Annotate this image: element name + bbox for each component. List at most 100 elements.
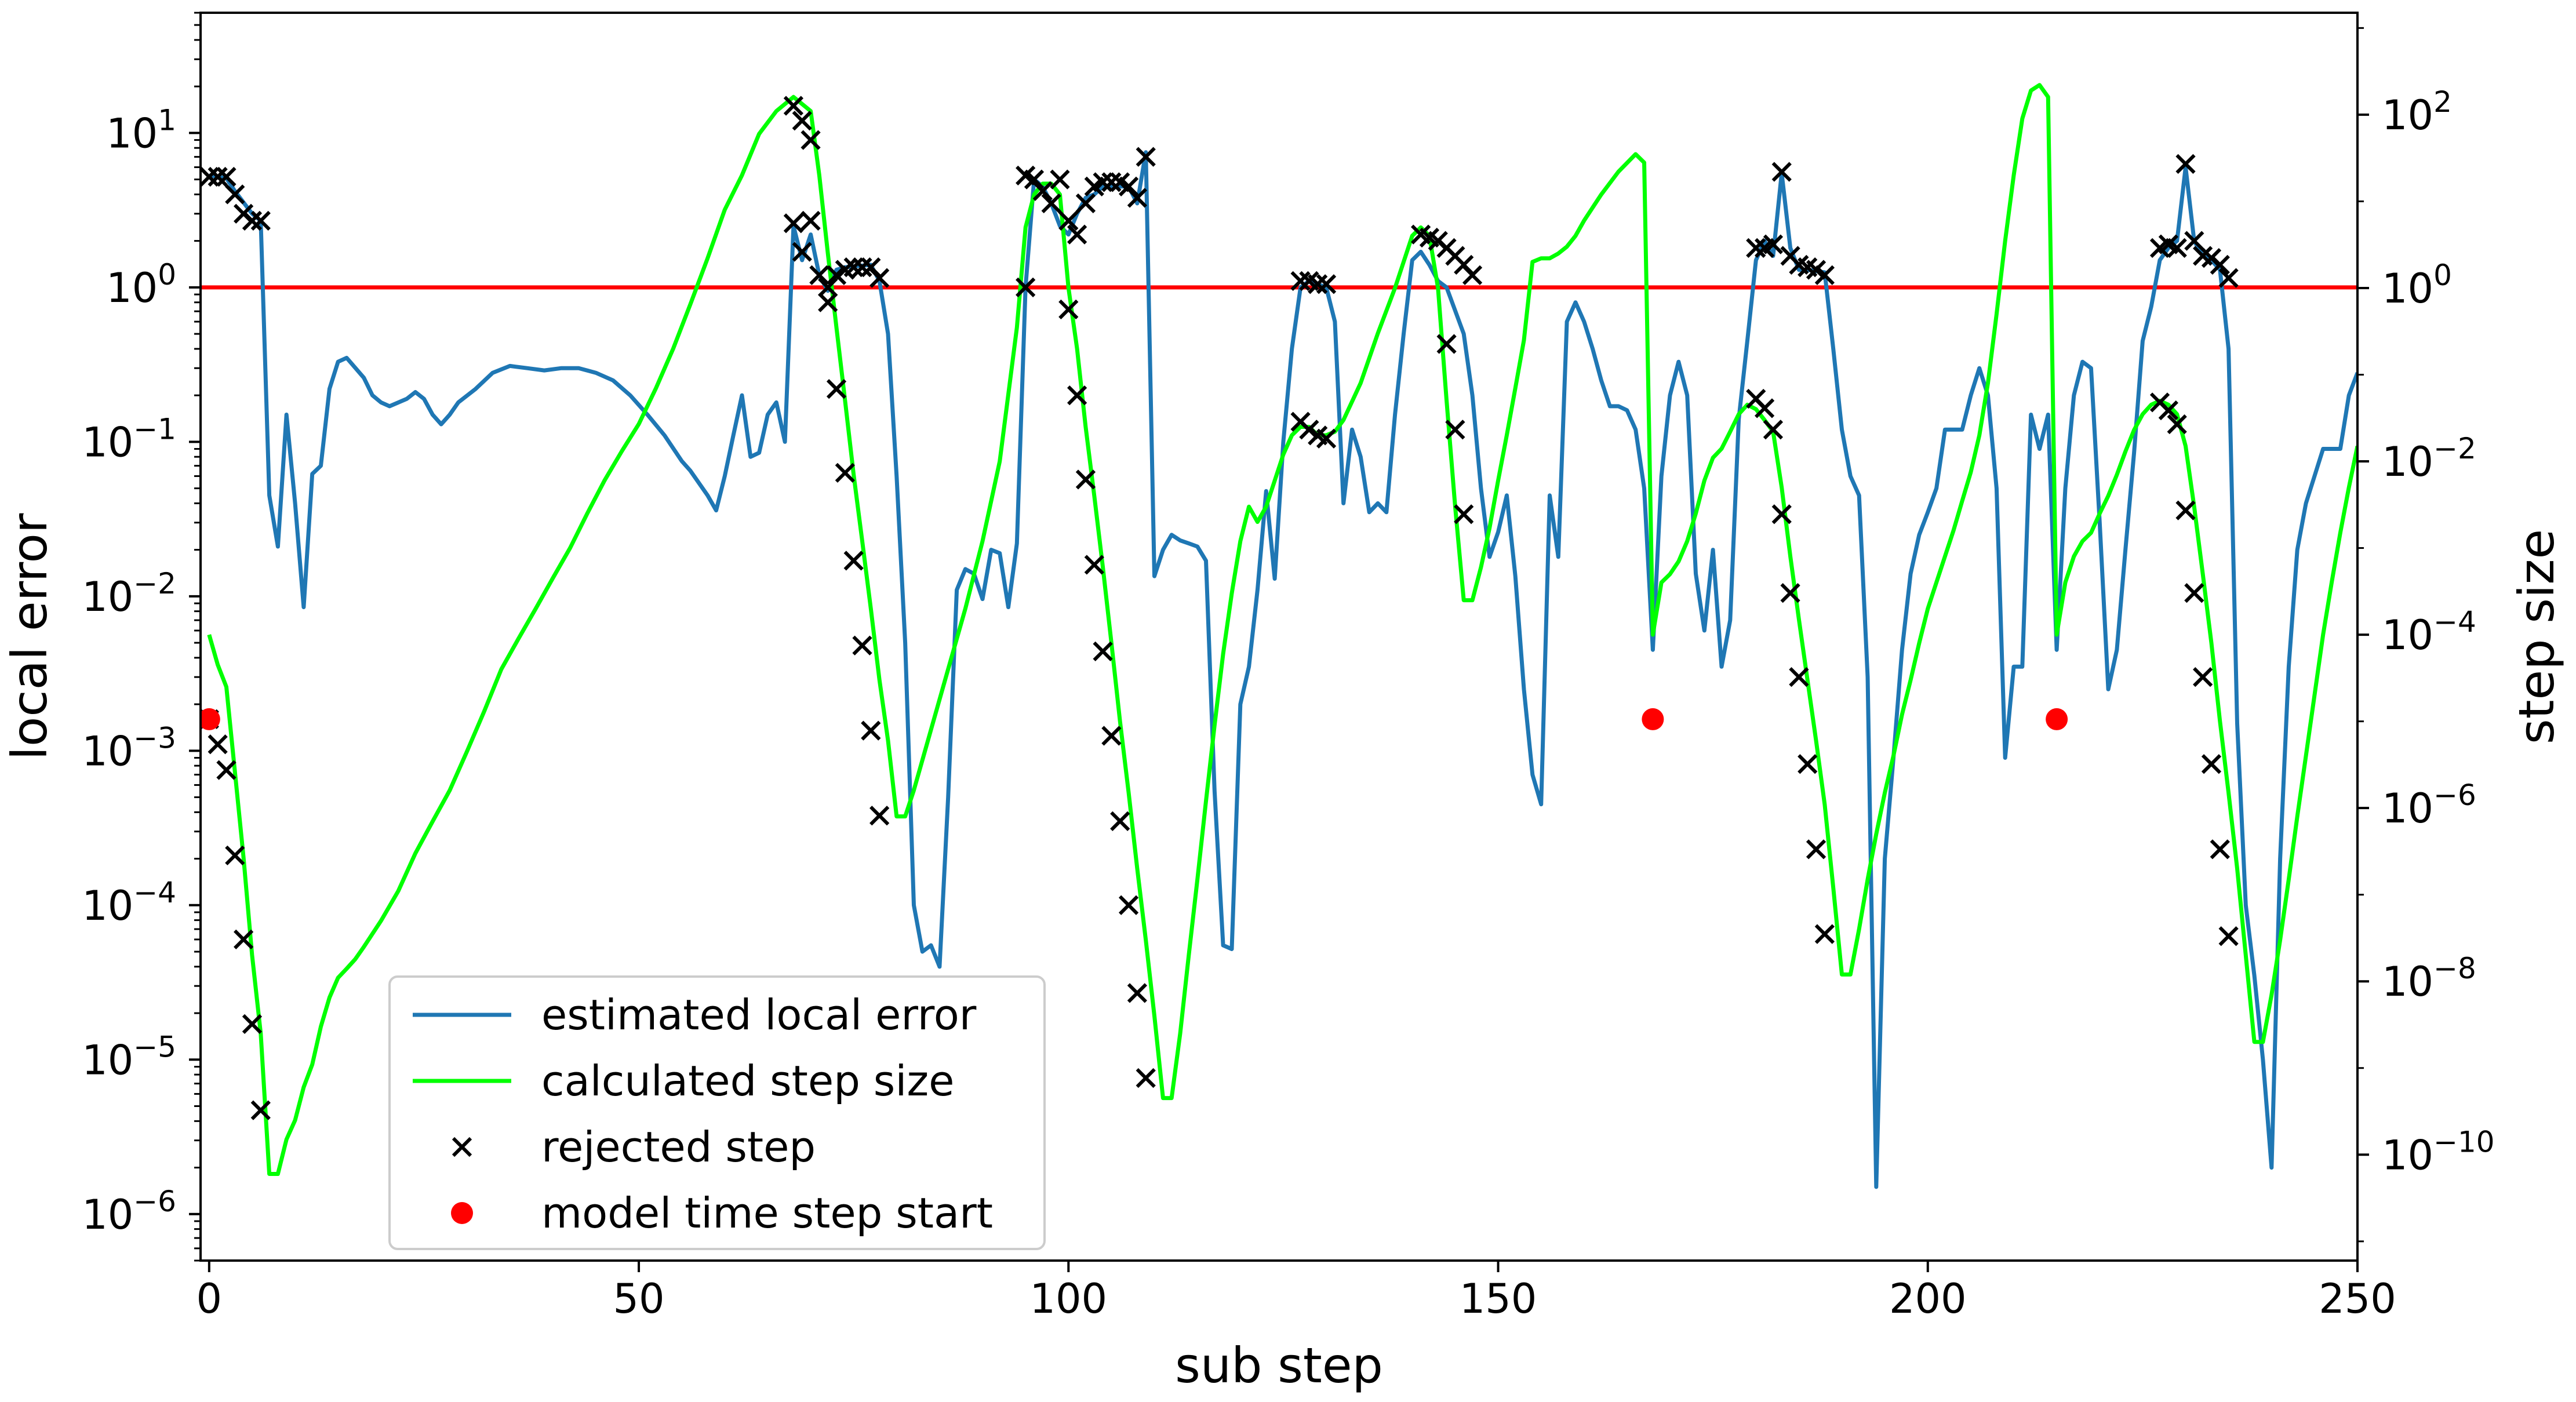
legend-box bbox=[388, 975, 1046, 1250]
series-rejected-step-marker-47 bbox=[1118, 176, 1139, 196]
series-rejected-step-marker-42 bbox=[1075, 193, 1096, 213]
y-right-tick-label-6: 102 bbox=[2382, 85, 2452, 139]
axes-frame bbox=[199, 12, 2359, 1262]
series-rejected-step-marker-58 bbox=[1118, 895, 1139, 915]
legend-entry-estimated-local-error-label: estimated local error bbox=[541, 990, 977, 1039]
series-rejected-step-marker-60 bbox=[1136, 1068, 1156, 1088]
series-rejected-step-marker-51 bbox=[1058, 299, 1079, 319]
series-rejected-step-marker-36 bbox=[1024, 169, 1045, 190]
series-rejected-step-marker-15 bbox=[792, 111, 812, 131]
series-rejected-step-marker-24 bbox=[843, 257, 864, 278]
x-tick-label-0: 0 bbox=[197, 1275, 223, 1323]
y-left-tick-label-2: 10−4 bbox=[82, 876, 176, 930]
series-rejected-step-marker-41 bbox=[1067, 224, 1087, 245]
legend-entry-rejected-step-label: rejected step bbox=[541, 1123, 816, 1171]
x-tick-label-2: 100 bbox=[1029, 1275, 1107, 1323]
series-rejected-step-marker-50 bbox=[1016, 277, 1036, 297]
series-rejected-step-marker-101 bbox=[2184, 231, 2204, 251]
series-rejected-step-marker-109 bbox=[2175, 500, 2196, 520]
series-rejected-step-marker-93 bbox=[1789, 667, 1809, 687]
series-rejected-step-marker-108 bbox=[2167, 414, 2187, 435]
series-rejected-step-marker-38 bbox=[1041, 193, 1061, 213]
series-rejected-step-marker-78 bbox=[1454, 504, 1474, 525]
y-right-tick-label-0: 10−10 bbox=[2382, 1125, 2495, 1179]
series-rejected-step-marker-39 bbox=[1050, 169, 1070, 190]
y-left-tick-label-7: 101 bbox=[106, 103, 176, 157]
series-rejected-step-marker-20 bbox=[809, 265, 829, 285]
series-rejected-step-marker-89 bbox=[1754, 398, 1775, 418]
y-left-tick-label-6: 100 bbox=[106, 258, 176, 312]
series-rejected-step-marker-52 bbox=[1067, 385, 1087, 406]
series-rejected-step-marker-16 bbox=[801, 130, 821, 150]
data-layer bbox=[201, 83, 2357, 1189]
series-rejected-step-marker-21 bbox=[818, 277, 838, 297]
series-rejected-step-marker-68 bbox=[1316, 428, 1337, 449]
series-rejected-step-marker-77 bbox=[1445, 420, 1465, 440]
series-rejected-step-marker-37 bbox=[1032, 181, 1053, 201]
x-tick-label-3: 150 bbox=[1460, 1275, 1537, 1323]
series-rejected-step-marker-59 bbox=[1127, 983, 1148, 1003]
series-rejected-step-marker-13 bbox=[250, 1100, 271, 1120]
series-rejected-step-marker-31 bbox=[843, 551, 864, 571]
series-rejected-step-marker-56 bbox=[1101, 726, 1122, 746]
y-left-tick-label-5: 10−1 bbox=[82, 412, 176, 466]
series-rejected-step-marker-48 bbox=[1127, 188, 1148, 208]
series-rejected-step-marker-66 bbox=[1299, 420, 1319, 440]
series-rejected-step-marker-18 bbox=[792, 242, 812, 262]
series-rejected-step-marker-100 bbox=[2175, 154, 2196, 174]
series-rejected-step-marker-28 bbox=[818, 292, 838, 312]
series-rejected-step-marker-81 bbox=[1763, 234, 1784, 254]
x-tick-label-4: 200 bbox=[1889, 1275, 1967, 1323]
series-rejected-step-marker-2 bbox=[216, 166, 237, 187]
series-rejected-step-marker-107 bbox=[2158, 400, 2178, 421]
series-rejected-step-marker-113 bbox=[2210, 839, 2230, 860]
plot-area bbox=[201, 83, 2357, 1189]
legend-entry-model-time-step-start-label: model time step start bbox=[541, 1189, 993, 1237]
series-rejected-step-marker-6 bbox=[250, 210, 271, 231]
series-rejected-step-marker-29 bbox=[826, 378, 847, 399]
series-rejected-step-marker-14 bbox=[783, 96, 804, 116]
series-rejected-step-marker-111 bbox=[2193, 667, 2213, 687]
series-rejected-step-marker-3 bbox=[225, 184, 245, 205]
series-rejected-step-marker-90 bbox=[1763, 420, 1784, 440]
series-rejected-step-marker-12 bbox=[242, 1014, 263, 1035]
series-model-time-step-start-marker-2 bbox=[2046, 708, 2068, 730]
series-rejected-step-marker-40 bbox=[1058, 210, 1079, 231]
x-axis-label: sub step bbox=[1175, 1337, 1383, 1394]
series-rejected-step-marker-104 bbox=[2210, 254, 2230, 275]
series-rejected-step-marker-19 bbox=[801, 210, 821, 231]
y-right-tick-label-1: 10−8 bbox=[2382, 952, 2476, 1006]
series-rejected-step-marker-63 bbox=[1308, 274, 1328, 294]
y-axis-right-label: step size bbox=[2508, 529, 2565, 744]
series-model-time-step-start-marker-1 bbox=[1642, 708, 1664, 730]
y-right-tick-label-5: 100 bbox=[2382, 258, 2452, 312]
series-rejected-step-marker-75 bbox=[1462, 265, 1483, 285]
series-rejected-step-marker-112 bbox=[2201, 754, 2222, 774]
series-rejected-step-marker-1 bbox=[208, 166, 228, 187]
series-rejected-step-marker-76 bbox=[1436, 334, 1457, 354]
x-tick-label-1: 50 bbox=[613, 1275, 665, 1323]
series-rejected-step-marker-45 bbox=[1101, 172, 1122, 192]
series-rejected-step-marker-5 bbox=[242, 210, 263, 231]
legend-entry-model-time-step-start-swatch bbox=[451, 1202, 473, 1224]
y-axis-left-label: local error bbox=[1, 513, 58, 760]
series-model-time-step-start-marker-0 bbox=[201, 708, 220, 730]
series-rejected-step-marker-96 bbox=[1814, 924, 1835, 944]
series-rejected-step-marker-82 bbox=[1771, 162, 1792, 182]
x-tick-label-5: 250 bbox=[2319, 1275, 2396, 1323]
series-rejected-step-marker-79 bbox=[1746, 238, 1766, 258]
series-rejected-step-marker-64 bbox=[1316, 274, 1337, 294]
y-left-tick-label-1: 10−5 bbox=[82, 1030, 176, 1084]
series-rejected-step-marker-17 bbox=[783, 213, 804, 234]
series-rejected-step-marker-95 bbox=[1806, 839, 1827, 860]
series-rejected-step-marker-94 bbox=[1798, 754, 1818, 774]
series-rejected-step-marker-8 bbox=[208, 734, 228, 755]
series-rejected-step-marker-61 bbox=[1290, 271, 1311, 291]
axes: 0 50 100 150 200 250 10−6 10−5 10−4 10−3 10−2 10−1 1… bbox=[1, 12, 2565, 1394]
series-rejected-step-marker-44 bbox=[1093, 172, 1113, 192]
y-right-tick-label-4: 10−2 bbox=[2382, 432, 2476, 486]
series-rejected-step-marker-114 bbox=[2218, 926, 2239, 946]
series-rejected-step-marker-27 bbox=[869, 268, 890, 288]
series-rejected-step-marker-25 bbox=[852, 257, 872, 278]
series-rejected-step-marker-54 bbox=[1084, 555, 1104, 575]
